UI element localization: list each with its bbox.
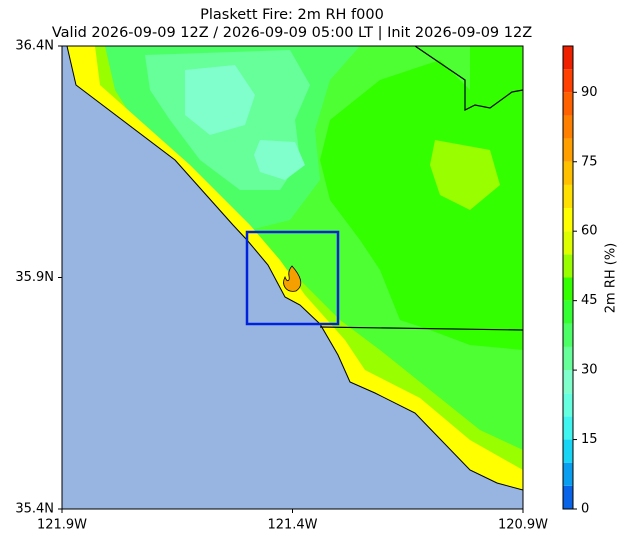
colorbar-band: [563, 462, 573, 486]
colorbar-band: [563, 115, 573, 139]
colorbar-band: [563, 300, 573, 324]
x-tick-label: 120.9W: [498, 518, 548, 533]
colorbar-tick-label: 15: [581, 432, 598, 447]
colorbar-band: [563, 161, 573, 185]
map: [61, 45, 524, 510]
colorbar-band: [563, 254, 573, 278]
county-line: [319, 45, 524, 331]
chart-title: Plaskett Fire: 2m RH f000: [200, 7, 384, 23]
colorbar-band: [563, 69, 573, 93]
rh-contour: [254, 140, 305, 180]
colorbar-band: [563, 323, 573, 347]
rh-contour: [185, 65, 255, 135]
colorbar-label: 2m RH (%): [604, 243, 619, 314]
colorbar-tick-label: 90: [581, 85, 598, 100]
colorbar-band: [563, 208, 573, 232]
y-tick-label: 36.4N: [15, 39, 54, 54]
colorbar-band: [563, 346, 573, 371]
fire-box: [245, 230, 340, 326]
x-tick-label: 121.9W: [37, 518, 87, 533]
x-tick-label: 121.4W: [267, 518, 317, 533]
colorbar-band: [563, 370, 573, 394]
fire-icon: [283, 265, 302, 292]
colorbar-band: [563, 439, 573, 463]
colorbar-tick-label: 30: [581, 363, 598, 378]
colorbar-band: [563, 416, 573, 440]
ocean: [61, 45, 524, 510]
colorbar-tick-label: 75: [581, 154, 598, 169]
colorbar-band: [563, 184, 573, 209]
colorbar-tick-label: 45: [581, 293, 598, 308]
colorbar-band: [563, 393, 573, 417]
y-tick-label: 35.9N: [15, 270, 54, 285]
colorbar-tick-label: 60: [581, 224, 598, 239]
y-tick-label: 35.4N: [15, 502, 54, 517]
colorbar-band: [563, 231, 573, 255]
colorbar-band: [563, 138, 573, 162]
colorbar-band: [563, 46, 573, 70]
chart-subtitle: Valid 2026-09-09 12Z / 2026-09-09 05:00 …: [52, 25, 532, 41]
colorbar-band: [563, 277, 573, 301]
colorbar-band: [563, 92, 573, 116]
rh-contour: [430, 140, 500, 210]
colorbar-band: [563, 485, 573, 509]
colorbar-tick-label: 0: [581, 502, 589, 517]
colorbar-frame: [562, 45, 574, 510]
